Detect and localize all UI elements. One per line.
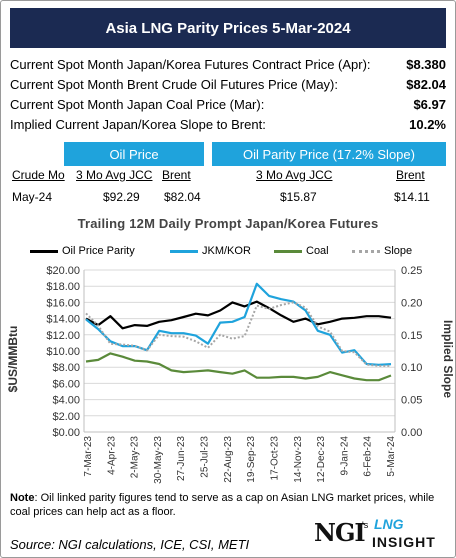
legend-swatch: [274, 249, 302, 253]
y-tick-label-left: $18.00: [46, 281, 80, 293]
col-header-avg-jcc: 3 Mo Avg JCC: [76, 168, 153, 182]
cell-parity-avg-jcc: $15.87: [280, 190, 317, 204]
x-tick-label: 30-May-23: [153, 436, 164, 484]
logo-lng-text: LNG: [374, 516, 404, 532]
logo-ngi-text: NGI: [314, 518, 366, 547]
x-tick-label: 27-Jun-23: [176, 436, 187, 481]
legend-item-slope: Slope: [352, 242, 412, 260]
summary-value: $82.04: [406, 76, 446, 92]
y-tick-label-left: $12.00: [46, 330, 80, 342]
legend-item-coal: Coal: [274, 242, 329, 260]
col-header-crude-mo: Crude Mo: [12, 168, 65, 182]
x-tick-label: 2-May-23: [130, 436, 141, 479]
y-tick-label-left: $0.00: [52, 427, 80, 439]
summary-row-coal: Current Spot Month Japan Coal Price (Mar…: [10, 94, 446, 114]
y-tick-label-right: 0.15: [401, 330, 422, 342]
legend-label: Slope: [384, 245, 413, 257]
col-header-parity-avg-jcc: 3 Mo Avg JCC: [256, 168, 333, 182]
legend-item-oil-parity: Oil Price Parity: [30, 242, 135, 260]
legend-label: Oil Price Parity: [62, 245, 135, 257]
x-tick-label: 22-Aug-23: [223, 436, 234, 483]
x-tick-label: 17-Oct-23: [269, 436, 280, 481]
y-tick-label-left: $4.00: [52, 395, 80, 407]
tab-oil-parity-price: Oil Parity Price (17.2% Slope): [212, 142, 446, 166]
cell-parity-brent: $14.11: [394, 190, 430, 204]
series-line-slope: [85, 301, 391, 367]
x-tick-label: 5-Mar-24: [386, 436, 397, 477]
y-tick-label-right: 0.20: [401, 297, 422, 309]
summary-value: 10.2%: [409, 116, 446, 132]
summary-row-jk-futures: Current Spot Month Japan/Korea Futures C…: [10, 54, 446, 74]
x-tick-label: 9-Jan-24: [339, 436, 350, 476]
summary-value: $6.97: [413, 96, 446, 112]
legend-swatch: [30, 249, 58, 253]
legend-label: JKM/KOR: [202, 245, 251, 257]
x-tick-label: 7-Mar-23: [83, 436, 94, 477]
summary-value: $8.380: [406, 56, 446, 72]
x-tick-label: 19-Sep-23: [246, 436, 257, 483]
x-tick-label: 14-Nov-23: [293, 436, 304, 483]
col-header-brent: Brent: [162, 168, 191, 182]
tab-oil-price: Oil Price: [64, 142, 204, 166]
y-tick-label-right: 0.25: [401, 265, 422, 277]
summary-row-brent: Current Spot Month Brent Crude Oil Futur…: [10, 74, 446, 94]
chart-title: Trailing 12M Daily Prompt Japan/Korea Fu…: [77, 216, 379, 231]
series-line-coal: [85, 352, 392, 382]
y-tick-label-left: $2.00: [52, 411, 80, 423]
y-tick-label-left: $20.00: [46, 265, 80, 277]
summary-label: Implied Current Japan/Korea Slope to Bre…: [10, 116, 266, 132]
footnote: Note: Oil linked parity figures tend to …: [10, 491, 450, 519]
x-tick-label: 25-Jul-23: [200, 436, 211, 478]
legend-swatch: [352, 249, 380, 253]
cell-avg-jcc: $92.29: [103, 190, 140, 204]
y-tick-label-left: $16.00: [46, 297, 80, 309]
y-tick-label-right: 0.00: [401, 427, 422, 439]
summary-label: Current Spot Month Brent Crude Oil Futur…: [10, 76, 339, 92]
source-line: Source: NGI calculations, ICE, CSI, METI: [10, 537, 250, 552]
summary-row-slope: Implied Current Japan/Korea Slope to Bre…: [10, 114, 446, 134]
logo-insight-text: INSIGHT: [372, 534, 436, 550]
legend-item-jkm: JKM/KOR: [170, 242, 251, 260]
x-tick-label: 6-Feb-24: [363, 436, 374, 477]
cell-crude-mo: May-24: [12, 190, 53, 204]
page-title: Asia LNG Parity Prices 5-Mar-2024: [10, 8, 446, 48]
y-axis-label-right: Implied Slope: [441, 319, 455, 398]
ngi-lng-insight-logo: NGI 's LNG INSIGHT: [314, 516, 454, 554]
y-axis-label-left: $US/MMBtu: [6, 325, 20, 393]
col-header-parity-brent: Brent: [396, 168, 425, 182]
y-tick-label-left: $10.00: [46, 346, 80, 358]
y-tick-label-left: $6.00: [52, 378, 80, 390]
series-line-oil-price-parity: [85, 300, 392, 330]
y-tick-label-left: $8.00: [52, 362, 80, 374]
logo-sup-text: 's: [362, 520, 369, 530]
cell-brent: $82.04: [164, 190, 201, 204]
summary-label: Current Spot Month Japan Coal Price (Mar…: [10, 96, 265, 112]
summary-label: Current Spot Month Japan/Korea Futures C…: [10, 56, 371, 72]
note-text: : Oil linked parity figures tend to serv…: [10, 492, 435, 518]
y-tick-label-right: 0.10: [401, 362, 422, 374]
legend-swatch: [170, 249, 198, 253]
x-tick-label: 12-Dec-23: [316, 436, 327, 483]
y-tick-label-right: 0.05: [401, 395, 422, 407]
x-tick-label: 4-Apr-23: [106, 436, 117, 475]
y-tick-label-left: $14.00: [46, 314, 80, 326]
note-label: Note: [10, 492, 35, 504]
legend-label: Coal: [306, 245, 329, 257]
series-line-jkm-kor: [85, 282, 392, 366]
